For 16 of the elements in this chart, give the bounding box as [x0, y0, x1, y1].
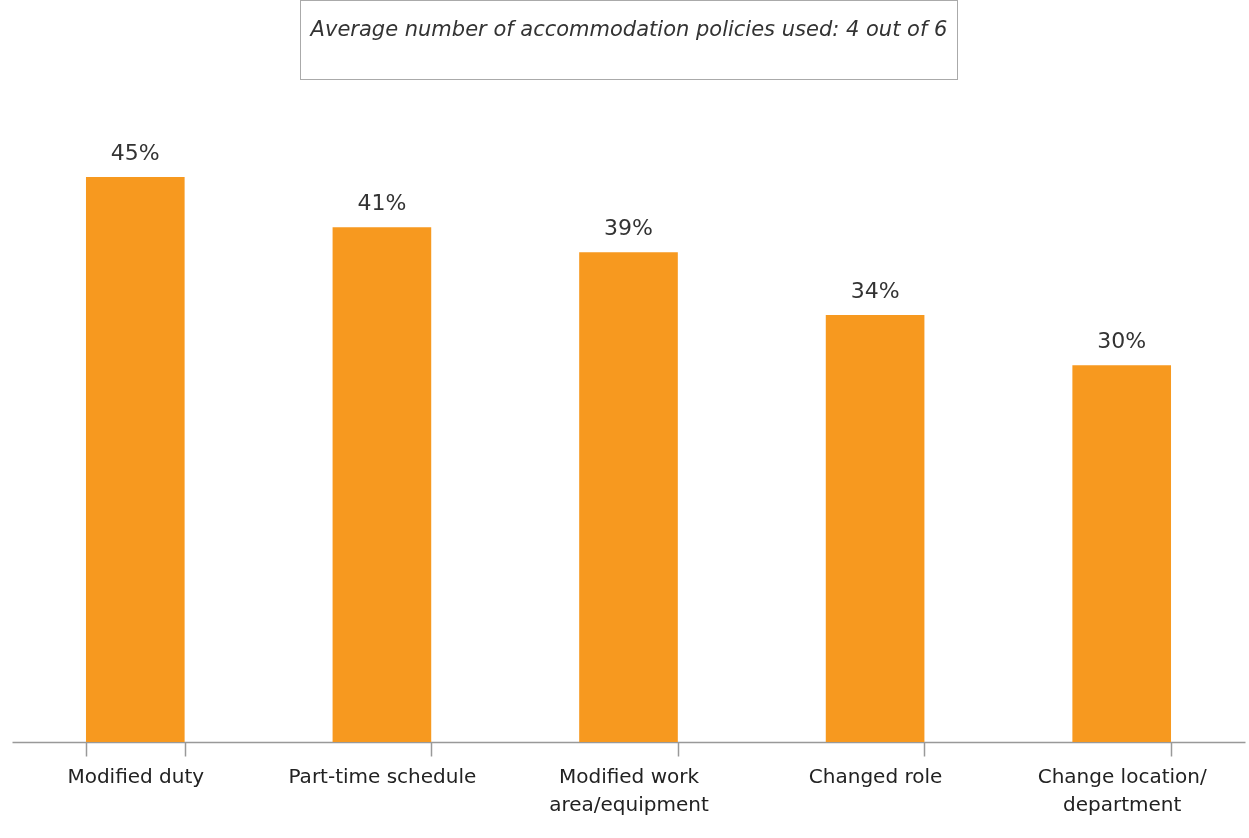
x-tick-label: Changed role [808, 763, 943, 788]
data-label: 30% [1097, 328, 1147, 354]
bar [332, 227, 432, 742]
x-tick-label: Modified work area/equipment [549, 763, 709, 816]
bar [825, 315, 925, 742]
data-label: 39% [604, 215, 653, 241]
text: Average number of accommodation policies used: 4 out of 6 [310, 17, 948, 41]
x-tick-label: Change location/ department [1037, 763, 1207, 816]
x-tick-label: Modified duty [67, 763, 205, 788]
data-label: 34% [850, 278, 900, 304]
x-tick-label: Part-time schedule [288, 763, 477, 788]
bar [85, 177, 185, 742]
bar [579, 252, 678, 742]
data-label: 45% [110, 140, 160, 165]
data-label: 41% [357, 190, 407, 216]
bar [1072, 365, 1172, 742]
